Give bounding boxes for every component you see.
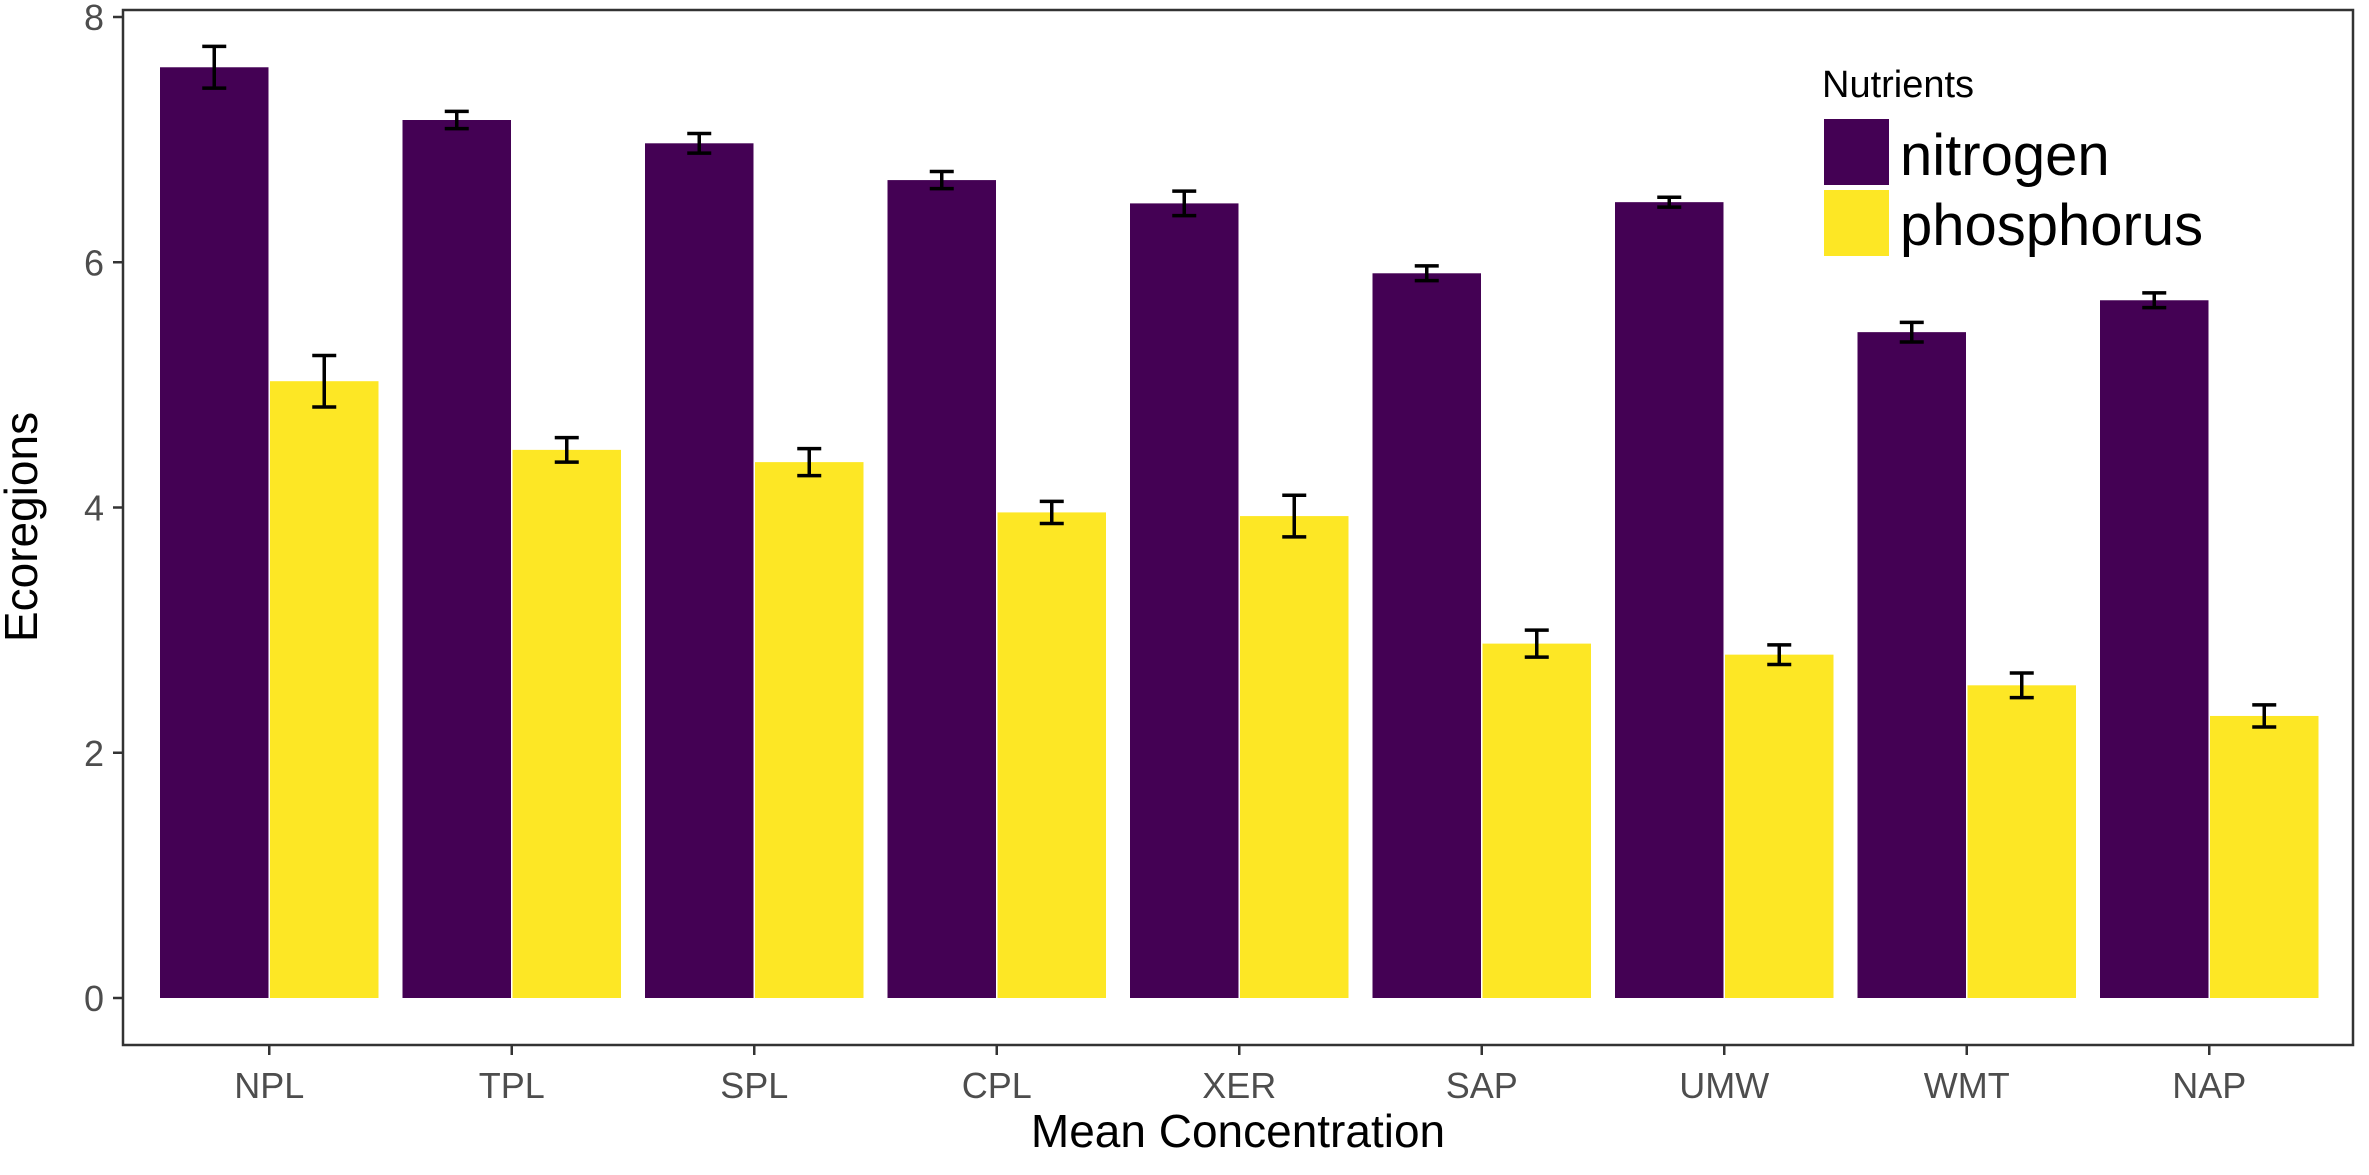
error-bar-nitrogen-WMT: [1899, 320, 1924, 344]
y-tick-label-4: 4: [84, 488, 104, 529]
error-bar-nitrogen-SPL: [687, 131, 712, 155]
x-tick-label-SPL: SPL: [720, 1065, 788, 1106]
error-bar-phosphorus-UMW: [1767, 643, 1792, 667]
error-bar-nitrogen-NPL: [202, 44, 227, 90]
bar-nitrogen-UMW: [1615, 202, 1724, 998]
error-bar-nitrogen-UMW: [1657, 195, 1682, 209]
bar-nitrogen-NAP: [2100, 300, 2209, 998]
error-bar-phosphorus-SAP: [1524, 628, 1549, 659]
bar-nitrogen-SPL: [645, 143, 754, 998]
bar-phosphorus-TPL: [512, 449, 621, 999]
legend-swatch-phosphorus: [1824, 190, 1889, 256]
x-tick-label-TPL: TPL: [479, 1065, 545, 1106]
bar-phosphorus-UMW: [1725, 654, 1834, 998]
bar-nitrogen-XER: [1130, 203, 1239, 998]
x-tick-label-XER: XER: [1202, 1065, 1276, 1106]
bar-phosphorus-WMT: [1967, 685, 2076, 998]
legend-swatch-nitrogen: [1824, 119, 1889, 185]
error-bar-nitrogen-NAP: [2142, 291, 2167, 310]
x-tick-label-NAP: NAP: [2172, 1065, 2246, 1106]
bar-nitrogen-SAP: [1372, 273, 1481, 998]
error-bar-nitrogen-XER: [1172, 189, 1197, 218]
bars-layer: [160, 67, 2319, 999]
error-bar-phosphorus-SPL: [797, 446, 822, 478]
x-axis-title: Mean Concentration: [1031, 1105, 1445, 1157]
y-tick-label-0: 0: [84, 978, 104, 1019]
error-bar-nitrogen-TPL: [444, 109, 469, 131]
bar-phosphorus-SPL: [755, 462, 864, 998]
bar-phosphorus-NPL: [270, 381, 379, 998]
x-tick-label-SAP: SAP: [1446, 1065, 1518, 1106]
error-bars-layer: [202, 44, 2277, 729]
error-bar-nitrogen-SAP: [1414, 264, 1439, 283]
bar-phosphorus-XER: [1240, 516, 1349, 998]
bar-nitrogen-TPL: [402, 120, 511, 998]
x-tick-label-CPL: CPL: [962, 1065, 1032, 1106]
error-bar-phosphorus-NAP: [2252, 703, 2277, 729]
x-tick-label-WMT: WMT: [1924, 1065, 2010, 1106]
error-bar-phosphorus-TPL: [554, 435, 579, 464]
x-axis: NPL TPL SPL CPL XER SAP UMW WMT NAP: [234, 1045, 2246, 1106]
y-axis-title: Ecoregions: [0, 412, 47, 642]
y-axis: 0 2 4 6 8: [84, 0, 123, 1019]
legend-label-nitrogen: nitrogen: [1900, 123, 2110, 188]
bar-nitrogen-NPL: [160, 67, 269, 999]
bar-phosphorus-SAP: [1482, 643, 1591, 998]
legend: Nutrients nitrogen phosphorus: [1822, 64, 2203, 258]
error-bar-phosphorus-NPL: [312, 353, 337, 409]
error-bar-phosphorus-XER: [1282, 493, 1307, 539]
bar-phosphorus-NAP: [2210, 715, 2319, 998]
error-bar-nitrogen-CPL: [929, 169, 954, 191]
error-bar-phosphorus-CPL: [1039, 499, 1064, 526]
x-tick-label-NPL: NPL: [234, 1065, 304, 1106]
bar-nitrogen-WMT: [1857, 332, 1966, 998]
bar-phosphorus-CPL: [997, 512, 1106, 998]
y-tick-label-6: 6: [84, 242, 104, 283]
bar-nitrogen-CPL: [887, 180, 996, 998]
error-bar-phosphorus-WMT: [2009, 671, 2034, 700]
y-tick-label-8: 8: [84, 0, 104, 38]
x-tick-label-UMW: UMW: [1679, 1065, 1769, 1106]
legend-label-phosphorus: phosphorus: [1900, 193, 2203, 258]
legend-title: Nutrients: [1822, 64, 1974, 106]
y-tick-label-2: 2: [84, 733, 104, 774]
